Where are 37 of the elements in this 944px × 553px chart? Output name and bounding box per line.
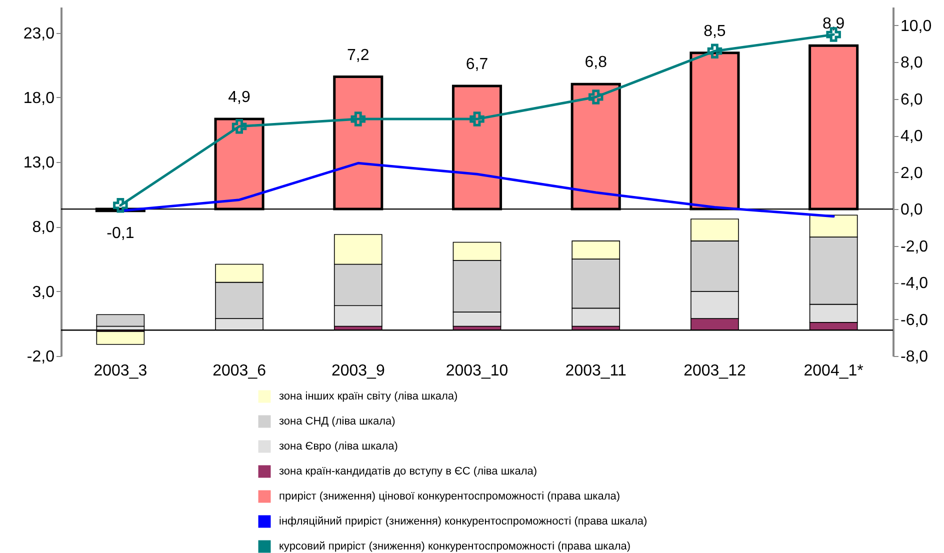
y2-tick-label: 0,0 (900, 202, 923, 219)
x-tick-label: 2003_3 (94, 362, 148, 380)
data-label: 4,9 (228, 89, 251, 106)
y2-tick-label: 4,0 (900, 128, 923, 146)
x-tick-label: 2003_11 (565, 362, 627, 380)
data-label: -0,1 (106, 224, 134, 242)
legend-label: курсовий приріст (зниження) конкурентоспроможності (права шкала) (279, 540, 631, 552)
data-label: 6,8 (584, 54, 608, 72)
legend-label: зона країн-кандидатів до вступу в ЄС (ліва шкала) (279, 466, 538, 478)
y2-tick-label: 8,0 (900, 54, 923, 72)
x-tick-label: 2003_9 (331, 362, 385, 380)
data-label: 8,5 (704, 22, 726, 40)
y2-tick-label: -6,0 (900, 312, 928, 329)
x-tick-label: 2003_6 (212, 362, 266, 380)
y-tick-label: 13,0 (23, 154, 55, 172)
y-tick-label: 3,0 (32, 284, 55, 301)
y-tick-label: 23,0 (23, 25, 55, 42)
y-tick-label: -2,0 (26, 348, 55, 366)
legend-label: інфляційний приріст (зниження) конкурентоспроможності (права шкала) (279, 516, 648, 528)
data-label: 8,9 (822, 16, 845, 33)
data-label: 6,7 (466, 56, 488, 73)
y2-tick-label: -8,0 (900, 348, 928, 366)
x-tick-label: 2003_12 (684, 362, 746, 380)
legend-label: зона СНД (ліва шкала) (279, 416, 396, 428)
y2-tick-label: 2,0 (900, 164, 923, 182)
data-label: 7,2 (347, 46, 370, 64)
y-tick-label: 8,0 (32, 219, 55, 236)
y2-tick-label: 10,0 (900, 18, 932, 35)
y2-tick-label: -2,0 (900, 238, 928, 256)
legend-label: зона інших країн світу (ліва шкала) (279, 390, 458, 402)
x-tick-label: 2003_10 (446, 362, 508, 380)
y2-tick-label: -4,0 (900, 275, 928, 292)
legend-label: приріст (зниження) цінової конкурентоспроможності (права шкала) (279, 490, 620, 502)
legend-label: зона Євро (ліва шкала) (279, 440, 398, 452)
y2-tick-label: 6,0 (900, 91, 923, 108)
y-tick-label: 18,0 (23, 90, 55, 107)
x-tick-label: 2004_1* (804, 362, 864, 380)
